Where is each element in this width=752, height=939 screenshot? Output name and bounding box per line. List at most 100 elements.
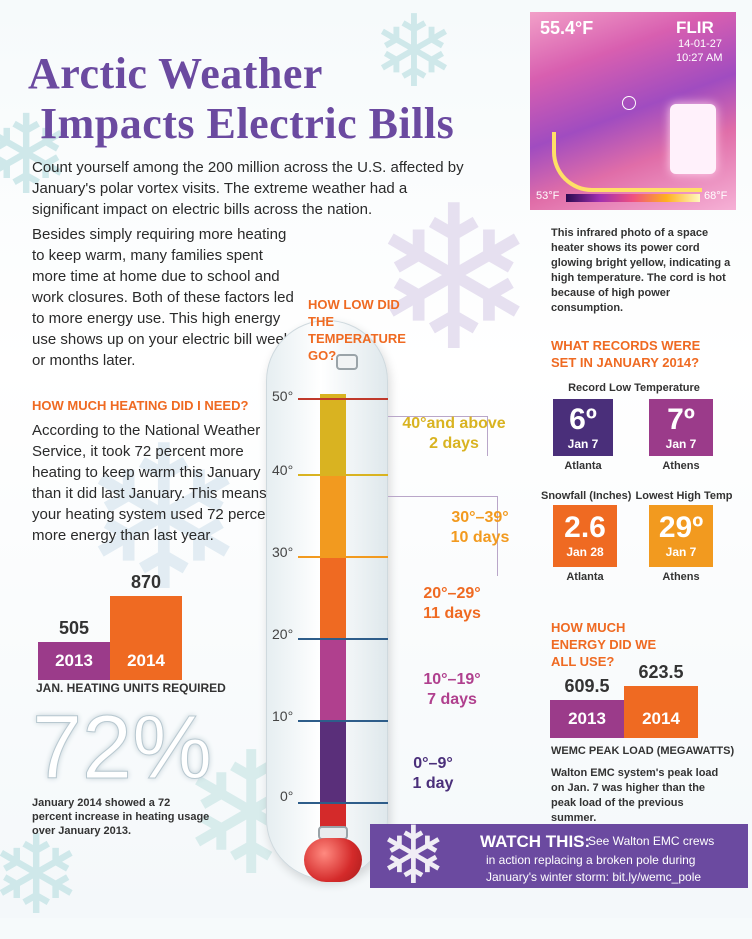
thermometer-fill-40	[320, 394, 346, 474]
record-box-athens-low: 7º Jan 7	[649, 399, 713, 456]
heating-chart-caption: JAN. HEATING UNITS REQUIRED	[36, 681, 226, 695]
tick-mark	[298, 556, 388, 558]
tick-mark	[298, 474, 388, 476]
scale-low: 53°F	[536, 190, 560, 202]
chart-bar: 2013	[550, 700, 624, 738]
tick-label-40: 40°	[272, 462, 294, 478]
record-value: 2.6	[564, 511, 606, 544]
days-20: 11 days	[423, 605, 481, 622]
lowest-high-label: Lowest High Temp	[635, 490, 733, 502]
record-value: 7º	[667, 402, 695, 436]
snowfall-label: Snowfall (Inches)	[541, 490, 632, 502]
photo-date: 14-01-27	[678, 38, 723, 50]
watch-link[interactable]: January's winter storm: bit.ly/wemc_pole	[486, 870, 702, 884]
range-30: 30°–39°	[451, 509, 509, 526]
record-box-atlanta-low: 6º Jan 7	[553, 399, 613, 456]
percent-caption: January 2014 showed a 72 percent increas…	[32, 797, 210, 837]
days-10: 7 days	[427, 691, 477, 708]
record-place: Atlanta	[566, 571, 604, 583]
record-place: Athens	[662, 571, 700, 583]
energy-text: Walton EMC system's peak load on Jan. 7 …	[551, 767, 719, 824]
snowflake-icon: ❄	[0, 811, 83, 939]
snowflake-icon: ❄	[380, 809, 448, 902]
tick-label-50: 50°	[272, 388, 294, 404]
snowflake-icon: ❄	[370, 163, 538, 396]
thermometer-cap	[336, 354, 358, 370]
temperature-question: HOW LOW DID THE TEMPERATURE GO?	[308, 297, 406, 363]
tick-mark	[298, 398, 388, 400]
record-date: Jan 28	[566, 545, 604, 559]
range-20: 20°–29°	[423, 585, 481, 602]
chart-value-label: 870	[130, 572, 162, 592]
heating-bar-chart: 2013 505 2014 870	[38, 570, 188, 680]
watch-text-2: in action replacing a broken pole during	[486, 853, 696, 867]
watch-label: WATCH THIS:	[480, 832, 591, 851]
record-low-label: Record Low Temperature	[568, 382, 700, 394]
page-title: Arctic Weather	[28, 49, 323, 98]
intro-text: Count yourself among the 200 million acr…	[32, 159, 464, 218]
snowflake-icon: ❄	[80, 403, 248, 636]
range-0-label: 0°–9° 1 day	[388, 754, 478, 794]
photo-time: 10:27 AM	[676, 52, 723, 64]
record-box-snowfall: 2.6 Jan 28	[553, 505, 617, 567]
tick-mark	[298, 720, 388, 722]
record-date: Jan 7	[567, 436, 599, 451]
range-0: 0°–9°	[413, 755, 453, 772]
chart-value-label: 609.5	[564, 676, 610, 696]
energy-bar-chart: 2013 609.5 2014 623.5	[550, 658, 710, 738]
tick-label-0: 0°	[280, 788, 294, 804]
record-box-lowest-high: 29º Jan 7	[649, 505, 713, 567]
thermometer-bulb	[304, 838, 362, 882]
photo-temp: 55.4°F	[540, 18, 594, 38]
photo-caption: This infrared photo of a space heater sh…	[551, 227, 731, 314]
range-30-label: 30°–39° 10 days	[430, 508, 530, 548]
record-value: 29º	[658, 511, 704, 544]
tick-mark	[298, 638, 388, 640]
days-40: 2 days	[429, 435, 479, 452]
heating-heading: HOW MUCH HEATING DID I NEED?	[32, 398, 249, 413]
record-date: Jan 7	[665, 436, 697, 451]
heating-text: According to the National Weather Servic…	[32, 422, 278, 544]
range-40-label: 40°and above 2 days	[398, 414, 510, 454]
record-value: 6º	[569, 402, 597, 436]
chart-value-label: 623.5	[638, 662, 684, 682]
thermometer-fill-30	[320, 474, 346, 556]
range-20-label: 20°–29° 11 days	[402, 584, 502, 624]
chart-bar: 2013	[38, 642, 110, 680]
chart-bar: 2014	[624, 686, 698, 738]
tick-label-20: 20°	[272, 626, 294, 642]
range-40: 40°and above	[402, 415, 506, 432]
days-30: 10 days	[450, 529, 510, 546]
infrared-photo: 55.4°F FLIR 14-01-27 10:27 AM 53°F 68°F	[530, 12, 736, 210]
range-leader	[388, 496, 498, 576]
tick-mark	[298, 802, 388, 804]
range-10: 10°–19°	[423, 671, 481, 688]
watch-text-1: See Walton EMC crews	[588, 834, 715, 848]
energy-heading: HOW MUCH ENERGY DID WE ALL USE?	[551, 620, 657, 669]
energy-chart-caption: WEMC PEAK LOAD (MEGAWATTS)	[551, 745, 735, 757]
snowflake-icon: ❄	[0, 91, 73, 219]
tick-label-10: 10°	[272, 708, 294, 724]
thermometer-fill-0	[320, 720, 346, 802]
record-date: Jan 7	[665, 545, 697, 559]
page-title-line2: Impacts Electric Bills	[40, 99, 455, 148]
chart-value-label: 505	[58, 618, 90, 638]
days-0: 1 day	[412, 775, 454, 792]
thermometer-fill-10	[320, 638, 346, 720]
snowflake-icon: ❄	[372, 0, 456, 110]
chart-bar: 2014	[110, 596, 182, 680]
range-leader	[388, 416, 488, 456]
range-10-label: 10°–19° 7 days	[402, 670, 502, 710]
crosshair-icon	[622, 96, 636, 110]
record-place: Atlanta	[564, 460, 602, 472]
paragraph-text: Besides simply requiring more heating to…	[32, 226, 299, 369]
color-scale-bar	[566, 194, 700, 202]
power-cord	[552, 132, 702, 192]
record-place: Athens	[662, 460, 700, 472]
records-heading: WHAT RECORDS WERE SET IN JANUARY 2014?	[551, 338, 701, 370]
thermometer-fill-20	[320, 556, 346, 638]
scale-high: 68°F	[704, 190, 728, 202]
big-percent: 72%	[31, 698, 213, 799]
watch-banner[interactable]: ❄ WATCH THIS: See Walton EMC crews in ac…	[370, 816, 748, 896]
flir-logo: FLIR	[676, 18, 714, 37]
